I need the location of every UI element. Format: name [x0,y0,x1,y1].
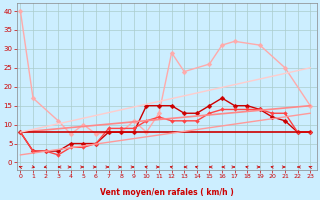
X-axis label: Vent moyen/en rafales ( km/h ): Vent moyen/en rafales ( km/h ) [100,188,234,197]
